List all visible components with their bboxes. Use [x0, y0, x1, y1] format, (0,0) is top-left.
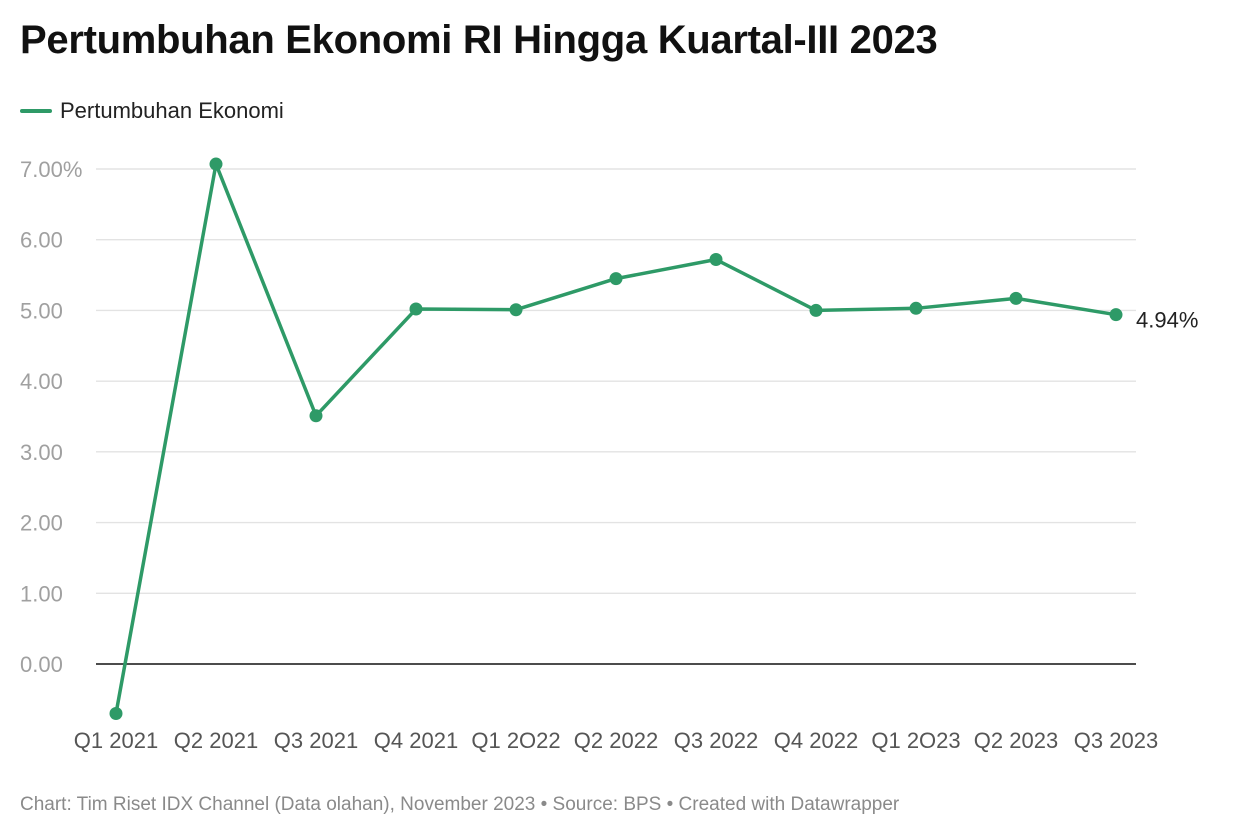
legend-label: Pertumbuhan Ekonomi	[60, 98, 284, 123]
y-tick-label: 1.00	[20, 581, 63, 606]
grid-lines	[96, 168, 1136, 665]
y-tick-label: 3.00	[20, 440, 63, 465]
data-point	[909, 301, 923, 315]
data-points	[109, 157, 1123, 720]
data-point	[809, 303, 823, 317]
data-labels: 4.94%	[1136, 308, 1198, 333]
x-tick-label: Q2 2021	[174, 728, 258, 753]
data-point	[309, 409, 323, 423]
data-point	[1109, 308, 1123, 322]
y-tick-label: 0.00	[20, 652, 63, 677]
chart-title: Pertumbuhan Ekonomi RI Hingga Kuartal-II…	[20, 18, 938, 62]
legend: Pertumbuhan Ekonomi	[20, 98, 284, 124]
x-tick-label: Q1 2O22	[471, 728, 560, 753]
data-point	[1009, 291, 1023, 305]
x-tick-label: Q2 2022	[574, 728, 658, 753]
legend-swatch	[20, 109, 52, 113]
y-tick-label: 7.00%	[20, 157, 82, 182]
x-axis-tick-labels: Q1 2021 Q2 2021 Q3 2021 Q4 2021 Q1 2O22 Q2 20…	[74, 728, 1158, 753]
x-tick-label: Q4 2021	[374, 728, 458, 753]
chart-footer: Chart: Tim Riset IDX Channel (Data olaha…	[20, 794, 900, 815]
y-axis-tick-labels: 0.00 1.00 2.00 3.00 4.00 5.00 6.00 7.00%	[20, 157, 82, 677]
data-point	[109, 707, 123, 720]
data-point	[709, 253, 723, 267]
x-tick-label: Q1 2021	[74, 728, 158, 753]
data-point	[209, 157, 223, 171]
end-value-label: 4.94%	[1136, 308, 1198, 333]
x-tick-label: Q1 2O23	[871, 728, 960, 753]
x-tick-label: Q4 2022	[774, 728, 858, 753]
x-tick-label: Q2 2023	[974, 728, 1058, 753]
data-point	[509, 303, 523, 317]
y-tick-label: 4.00	[20, 369, 63, 394]
y-tick-label: 6.00	[20, 228, 63, 253]
x-tick-label: Q3 2021	[274, 728, 358, 753]
data-point	[409, 302, 423, 316]
x-tick-label: Q3 2022	[674, 728, 758, 753]
y-tick-label: 5.00	[20, 298, 63, 323]
y-tick-label: 2.00	[20, 511, 63, 536]
series-line-pertumbuhan-ekonomi	[114, 162, 1118, 716]
series-layer	[114, 162, 1118, 716]
data-point	[609, 272, 623, 286]
x-tick-label: Q3 2023	[1074, 728, 1158, 753]
